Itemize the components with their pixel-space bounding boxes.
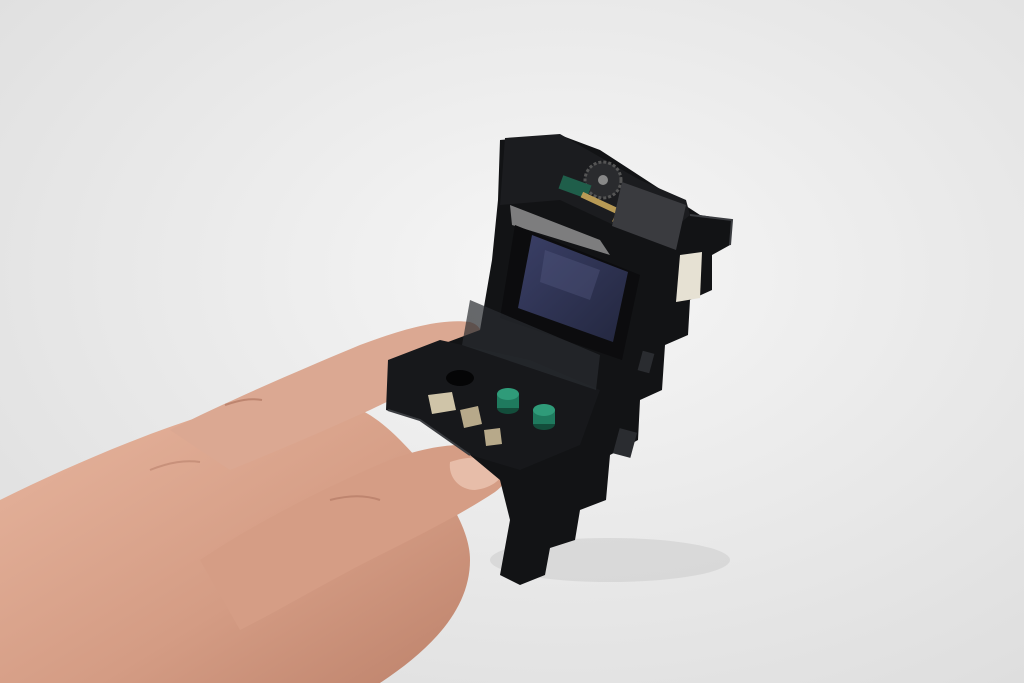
device-shadow	[490, 538, 730, 582]
hand-crease-1	[224, 398, 263, 406]
battery-label	[612, 182, 686, 250]
brass-contact-1	[580, 191, 620, 215]
side-cutout-1	[612, 428, 638, 458]
edge-highlight	[689, 214, 734, 246]
clear-front-panel	[462, 300, 600, 390]
white-side-tab	[676, 252, 702, 302]
edge-highlight-2	[387, 409, 471, 456]
clear-ledge	[510, 205, 610, 255]
metal-connector-1	[428, 392, 456, 414]
hand-crease-2	[329, 495, 381, 501]
hand-crease-3	[149, 460, 201, 471]
gear-hub	[598, 175, 608, 185]
lcd-screen-icon	[518, 235, 628, 342]
screen-glare	[540, 250, 600, 300]
arcade-button-icon-2	[533, 404, 555, 430]
arcade-button-icon	[497, 388, 519, 414]
side-cutout-2	[637, 350, 655, 374]
metal-connector-2	[460, 406, 482, 428]
joystick-hole	[446, 370, 474, 386]
hand-thumb	[200, 444, 510, 630]
metal-connector-3	[484, 428, 502, 446]
